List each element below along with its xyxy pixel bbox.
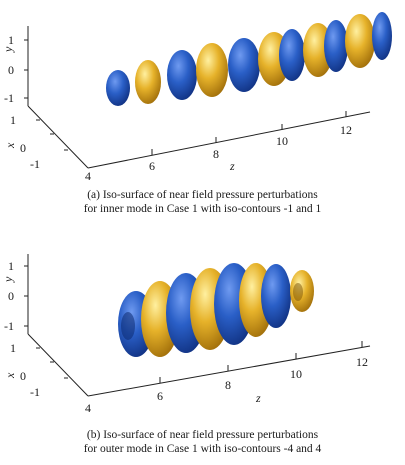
z-axis-label: z (229, 159, 235, 173)
isosurface-plot-b: 1 0 -1 y 1 0 -1 x 4 6 8 10 12 z (1, 254, 371, 415)
z-axis-label: z (255, 391, 261, 405)
y-tick-label: 0 (8, 63, 14, 77)
negative-isosurface (228, 38, 260, 92)
z-axis-a: 4 6 8 10 12 z (85, 111, 352, 183)
z-tick-label: 8 (225, 378, 231, 392)
caption-line: for inner mode in Case 1 with iso-contou… (83, 203, 322, 215)
figure-panel-b: 1 0 -1 y 1 0 -1 x 4 6 8 10 12 z (0, 232, 405, 465)
negative-isosurface (372, 12, 392, 60)
axes-frame-a (27, 26, 371, 169)
z-tick-label: 6 (149, 159, 155, 173)
isosurface-opening (121, 312, 135, 340)
x-axis-label: x (3, 142, 17, 149)
y-tick-label: 0 (8, 289, 14, 303)
x-tick-label: -1 (30, 157, 40, 171)
z-tick-label: 10 (276, 134, 288, 148)
x-axis-label: x (3, 372, 17, 379)
x-tick-label: 1 (10, 341, 16, 355)
isosurface-opening (293, 283, 303, 301)
z-tick-label: 8 (213, 147, 219, 161)
caption-line: (b) Iso-surface of near field pressure p… (86, 429, 319, 441)
y-axis-a: 1 0 -1 y (1, 33, 28, 105)
y-axis-b: 1 0 -1 y (1, 259, 28, 333)
caption-line: for outer mode in Case 1 with iso-contou… (83, 443, 322, 455)
x-tick-label: -1 (30, 385, 40, 399)
z-tick-label: 4 (85, 401, 91, 415)
figure-caption-a: (a) Iso-surface of near field pressure p… (0, 188, 405, 216)
y-tick-label: -1 (4, 319, 14, 333)
x-axis-b: 1 0 -1 x (3, 341, 68, 399)
z-tick-label: 4 (85, 169, 91, 183)
negative-isosurface (261, 264, 291, 328)
x-tick-label: 0 (20, 369, 26, 383)
negative-isosurface (106, 70, 130, 106)
caption-line: (a) Iso-surface of near field pressure p… (87, 189, 318, 201)
y-axis-label: y (1, 276, 15, 283)
x-tick-label: 0 (20, 141, 26, 155)
isosurface-blobs-a (106, 12, 392, 106)
negative-isosurface (324, 20, 348, 72)
x-axis-a: 1 0 -1 x (3, 113, 68, 171)
y-tick-label: -1 (4, 91, 14, 105)
figure-caption-b: (b) Iso-surface of near field pressure p… (0, 428, 405, 456)
positive-isosurface (345, 14, 375, 68)
axes-frame-b (27, 254, 371, 397)
z-axis-b: 4 6 8 10 12 z (85, 341, 368, 415)
figure-panel-a: 1 0 -1 y 1 0 -1 x 4 6 8 10 12 z (0, 0, 405, 228)
y-tick-label: 1 (8, 33, 14, 47)
z-tick-label: 6 (157, 389, 163, 403)
z-tick-label: 12 (356, 355, 368, 369)
positive-isosurface (196, 43, 228, 97)
z-tick-label: 10 (290, 367, 302, 381)
y-tick-label: 1 (8, 259, 14, 273)
negative-isosurface (167, 50, 197, 100)
isosurface-plot-a: 1 0 -1 y 1 0 -1 x 4 6 8 10 12 z (1, 12, 392, 183)
negative-isosurface (279, 29, 305, 81)
z-tick-label: 12 (340, 123, 352, 137)
isosurface-blobs-b (118, 263, 314, 357)
positive-isosurface (135, 60, 161, 104)
x-tick-label: 1 (10, 113, 16, 127)
y-axis-label: y (1, 46, 15, 53)
